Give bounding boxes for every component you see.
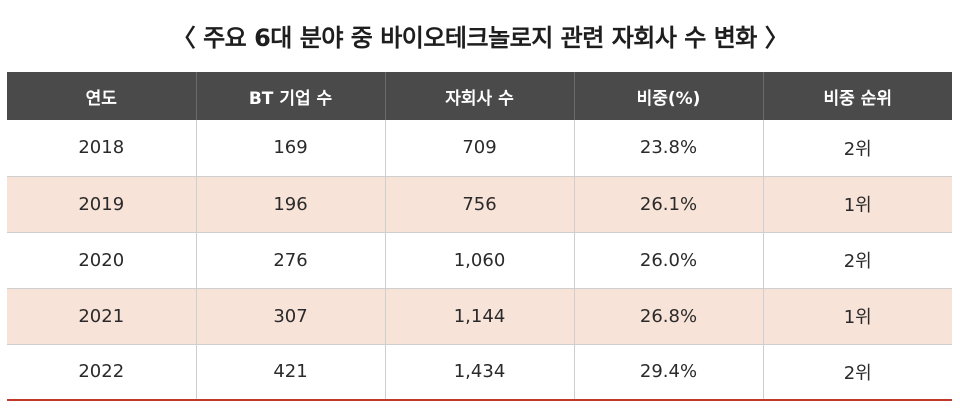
header-share-rank: 비중 순위 (762, 72, 952, 120)
data-table: 연도 BT 기업 수 자회사 수 비중(%) 비중 순위 2018 169 70… (7, 72, 952, 401)
cell-share-rank: 1위 (762, 176, 952, 233)
table-row: 2018 169 709 23.8% 2위 (7, 120, 952, 177)
cell-share: 26.8% (573, 288, 763, 345)
header-share: 비중(%) (573, 72, 763, 120)
cell-bt-companies: 421 (195, 344, 385, 401)
cell-bt-companies: 276 (195, 232, 385, 289)
cell-bt-companies: 196 (195, 176, 385, 233)
cell-share-rank: 2위 (762, 232, 952, 289)
table-header-row: 연도 BT 기업 수 자회사 수 비중(%) 비중 순위 (7, 72, 952, 120)
page-title: 〈 주요 6대 분야 중 바이오테크놀로지 관련 자회사 수 변화 〉 (171, 24, 789, 52)
cell-year: 2019 (7, 176, 196, 233)
cell-bt-companies: 307 (195, 288, 385, 345)
cell-share: 26.0% (573, 232, 763, 289)
cell-share: 23.8% (573, 120, 763, 177)
header-subsidiaries: 자회사 수 (384, 72, 574, 120)
cell-subsidiaries: 1,144 (384, 288, 574, 345)
cell-share-rank: 2위 (762, 344, 952, 401)
table-row: 2021 307 1,144 26.8% 1위 (7, 288, 952, 345)
header-year: 연도 (85, 88, 117, 109)
cell-year: 2020 (7, 232, 196, 289)
table-row: 2020 276 1,060 26.0% 2위 (7, 232, 952, 289)
table-row: 2022 421 1,434 29.4% 2위 (7, 344, 952, 401)
cell-share: 29.4% (573, 344, 763, 401)
cell-subsidiaries: 709 (384, 120, 574, 177)
cell-year: 2018 (7, 120, 196, 177)
cell-year: 2022 (7, 344, 196, 401)
cell-share: 26.1% (573, 176, 763, 233)
cell-bt-companies: 169 (195, 120, 385, 177)
cell-subsidiaries: 756 (384, 176, 574, 233)
header-bt-companies: BT 기업 수 (195, 72, 385, 120)
cell-share-rank: 2위 (762, 120, 952, 177)
table-row: 2019 196 756 26.1% 1위 (7, 176, 952, 233)
cell-subsidiaries: 1,434 (384, 344, 574, 401)
cell-year: 2021 (7, 288, 196, 345)
cell-subsidiaries: 1,060 (384, 232, 574, 289)
cell-share-rank: 1위 (762, 288, 952, 345)
